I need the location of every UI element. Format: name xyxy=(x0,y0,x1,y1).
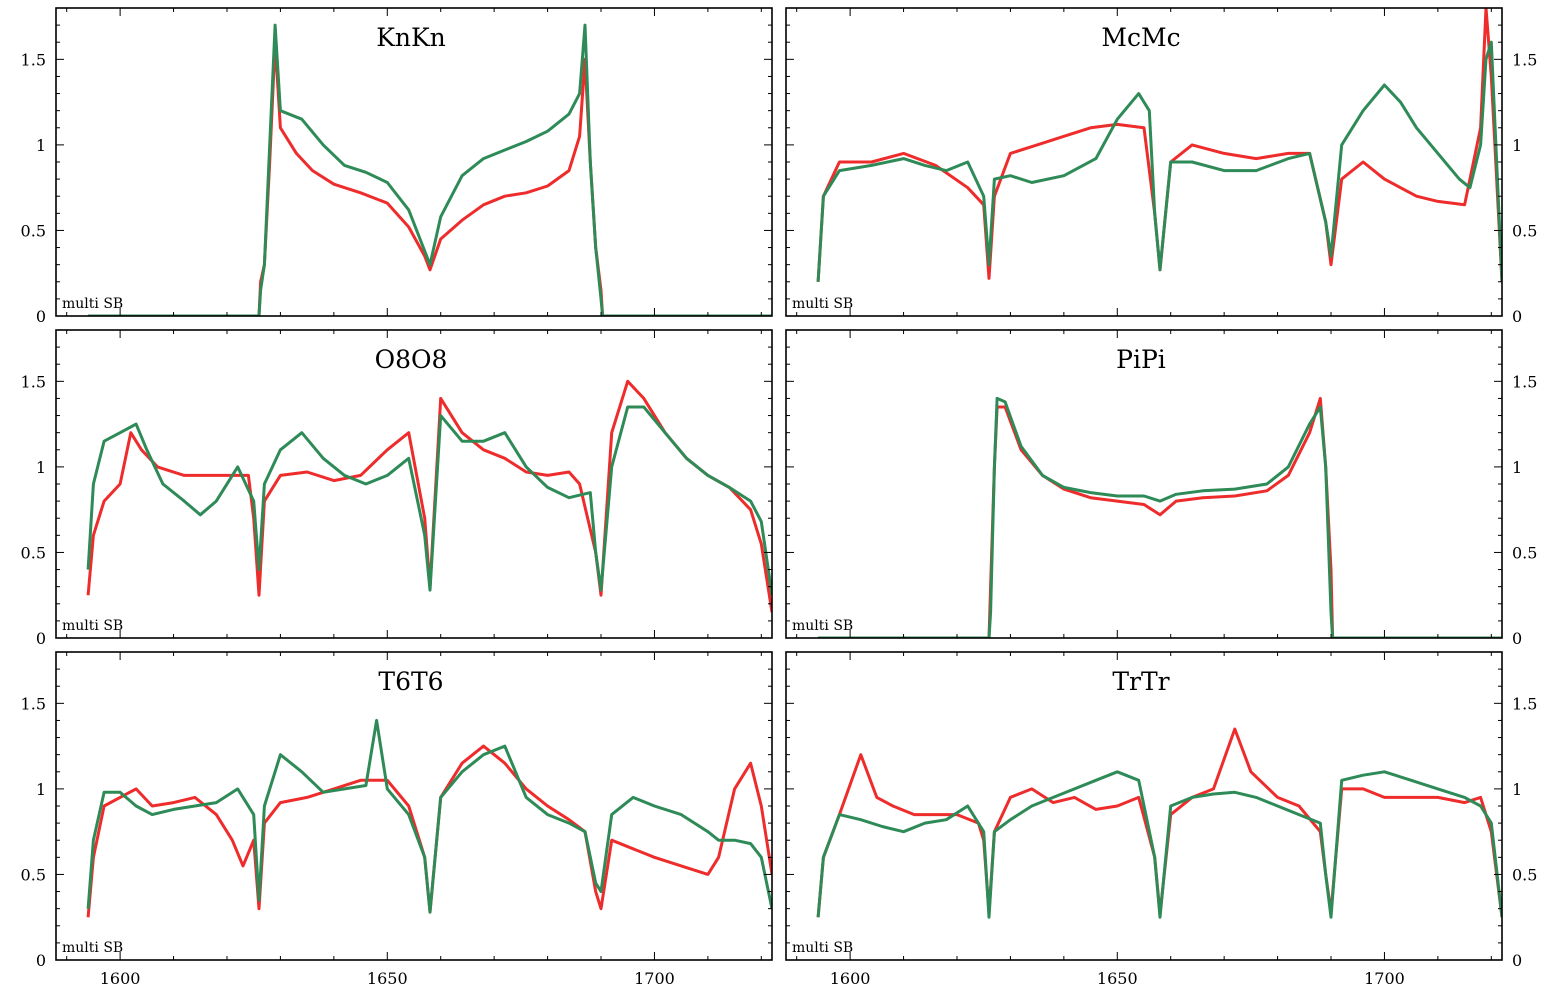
series-line-red xyxy=(88,40,772,316)
y-tick-label: 1.5 xyxy=(21,372,46,391)
y-tick-label: 0.5 xyxy=(1512,543,1537,562)
series-line-green xyxy=(86,718,772,914)
x-tick-label: 1650 xyxy=(367,969,408,985)
panel-note: multi SB xyxy=(792,618,853,634)
y-tick-label: 0 xyxy=(36,629,46,648)
plot-frame xyxy=(55,651,773,961)
y-tick-label: 1 xyxy=(36,458,46,477)
panel-title: TrTr xyxy=(1112,667,1169,696)
x-tick-label: 1700 xyxy=(1364,969,1405,985)
panel-mcmc: 0 0.5 1 1.5 McMc multi SB xyxy=(785,7,1537,326)
series-line-red xyxy=(816,727,1502,918)
y-tick-label: 1 xyxy=(36,136,46,155)
y-tick-label: 0 xyxy=(36,951,46,970)
panel-note: multi SB xyxy=(62,618,123,634)
panel-t6t6: 0 0.5 1 1.5 1600 1650 1700 T6T6 multi SB xyxy=(21,651,773,985)
plot-frame xyxy=(55,7,773,317)
y-tick-label: 1 xyxy=(1512,458,1522,477)
y-tick-label: 1.5 xyxy=(21,50,46,69)
y-tick-label: 1 xyxy=(36,780,46,799)
y-tick-label: 0.5 xyxy=(21,543,46,562)
panel-trtr: 0 0.5 1 1.5 1600 1650 1700 TrTr multi SB xyxy=(785,651,1537,985)
series-line-green xyxy=(86,405,772,596)
y-tick-label: 0 xyxy=(1512,307,1522,326)
y-tick-label: 1 xyxy=(1512,136,1522,155)
panel-knkn: 0 0.5 1 1.5 KnKn multi SB xyxy=(21,7,773,326)
series-line-green xyxy=(816,770,1502,919)
panel-note: multi SB xyxy=(62,940,123,956)
y-tick-label: 0.5 xyxy=(21,865,46,884)
y-tick-label: 0.5 xyxy=(1512,865,1537,884)
panel-title: McMc xyxy=(1101,23,1180,52)
panel-title: PiPi xyxy=(1116,345,1166,374)
x-tick-label: 1650 xyxy=(1097,969,1138,985)
panel-note: multi SB xyxy=(792,940,853,956)
series-line-green xyxy=(816,40,1502,282)
y-tick-label: 0.5 xyxy=(1512,221,1537,240)
panel-o8o8: 0 0.5 1 1.5 O8O8 multi SB xyxy=(21,329,773,648)
panel-title: T6T6 xyxy=(378,667,443,696)
panel-note: multi SB xyxy=(792,296,853,312)
y-tick-label: 1 xyxy=(1512,780,1522,799)
x-tick-label: 1600 xyxy=(100,969,141,985)
series-line-green xyxy=(88,23,772,316)
y-tick-label: 1.5 xyxy=(21,694,46,713)
y-tick-label: 0 xyxy=(1512,951,1522,970)
panel-title: KnKn xyxy=(376,23,446,52)
y-tick-label: 0.5 xyxy=(21,221,46,240)
y-tick-label: 1.5 xyxy=(1512,372,1537,391)
x-tick-label: 1700 xyxy=(634,969,675,985)
y-tick-label: 0 xyxy=(36,307,46,326)
series-line-green xyxy=(818,396,1502,638)
panel-pipi: 0 0.5 1 1.5 PiPi multi SB xyxy=(785,329,1537,648)
panel-note: multi SB xyxy=(62,296,123,312)
y-tick-label: 1.5 xyxy=(1512,694,1537,713)
series-line-red xyxy=(86,744,772,918)
y-tick-label: 0 xyxy=(1512,629,1522,648)
plot-frame xyxy=(785,329,1503,639)
y-tick-label: 1.5 xyxy=(1512,50,1537,69)
panel-title: O8O8 xyxy=(375,345,448,374)
series-line-red xyxy=(818,396,1502,638)
x-tick-label: 1600 xyxy=(830,969,871,985)
